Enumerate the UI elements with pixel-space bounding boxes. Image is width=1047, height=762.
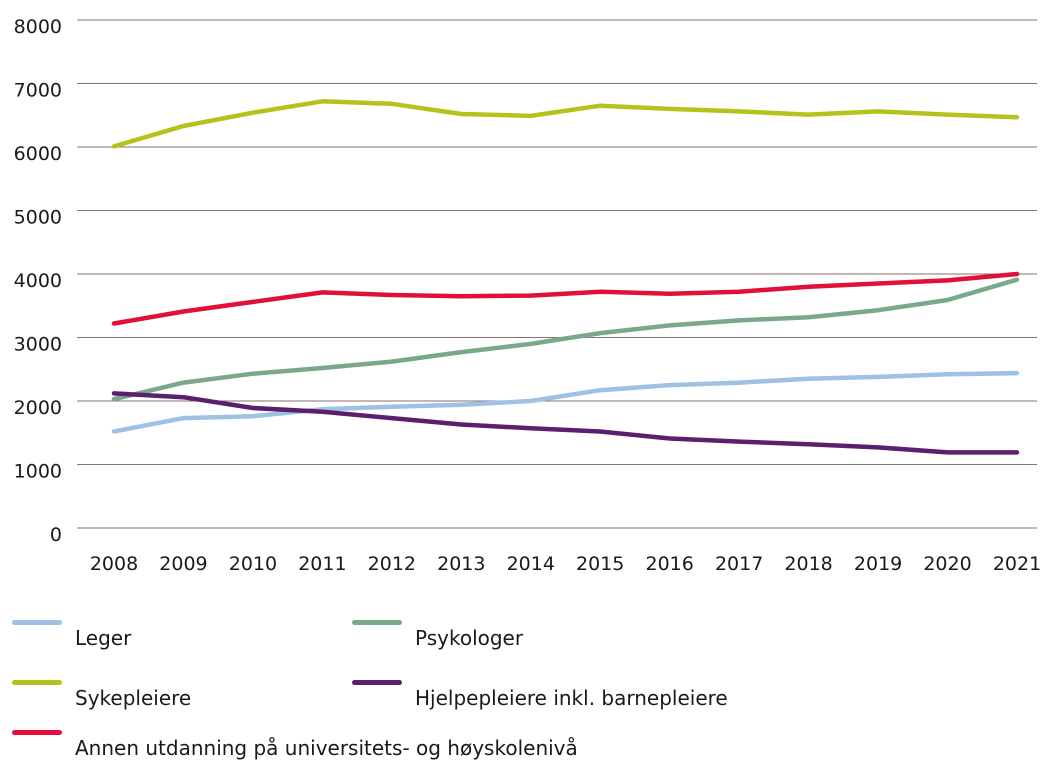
x-tick-label: 2012 (368, 553, 416, 575)
series-line-1 (111, 277, 1020, 402)
legend: Leger Psykologer Sykepleiere Hjelpepleie… (0, 600, 1047, 760)
y-tick-label: 7000 (14, 80, 62, 102)
y-tick-label: 4000 (14, 270, 62, 292)
x-tick-label: 2020 (923, 553, 971, 575)
x-axis-ticks: 2008 2009 2010 2011 2012 2013 2014 2015 2016 2017… (90, 553, 1041, 575)
y-tick-label: 1000 (14, 461, 62, 483)
series-line-0 (111, 370, 1020, 434)
x-tick-label: 2011 (298, 553, 346, 575)
y-tick-label: 0 (50, 524, 62, 546)
legend-swatch-leger (12, 620, 62, 625)
grid-lines (77, 19, 1037, 529)
x-tick-label: 2008 (90, 553, 138, 575)
x-tick-label: 2016 (646, 553, 694, 575)
x-tick-label: 2021 (993, 553, 1041, 575)
y-tick-label: 5000 (14, 207, 62, 229)
y-tick-label: 6000 (14, 143, 62, 165)
legend-label-annen-utdanning: Annen utdanning på universitets- og høys… (75, 736, 578, 760)
y-tick-label: 3000 (14, 334, 62, 356)
x-tick-label: 2018 (784, 553, 832, 575)
series-lines (111, 99, 1020, 455)
legend-swatch-psykologer (352, 620, 402, 625)
legend-label-hjelpepleiere: Hjelpepleiere inkl. barnepleiere (415, 686, 728, 710)
x-tick-label: 2014 (507, 553, 555, 575)
y-axis-ticks: 0 1000 2000 3000 4000 5000 6000 7000 8000 (14, 16, 62, 546)
legend-swatch-hjelpepleiere (352, 680, 402, 685)
x-tick-label: 2019 (854, 553, 902, 575)
x-tick-label: 2017 (715, 553, 763, 575)
x-tick-label: 2009 (159, 553, 207, 575)
legend-swatch-annen-utdanning (12, 730, 62, 735)
series-line-4 (111, 271, 1020, 326)
series-line-3 (111, 391, 1020, 455)
y-tick-label: 8000 (14, 16, 62, 38)
legend-swatch-sykepleiere (12, 680, 62, 685)
legend-label-leger: Leger (75, 626, 132, 650)
x-tick-label: 2010 (229, 553, 277, 575)
x-tick-label: 2015 (576, 553, 624, 575)
x-tick-label: 2013 (437, 553, 485, 575)
legend-label-sykepleiere: Sykepleiere (75, 686, 192, 710)
y-tick-label: 2000 (14, 397, 62, 419)
legend-label-psykologer: Psykologer (415, 626, 524, 650)
series-line-2 (111, 99, 1020, 149)
